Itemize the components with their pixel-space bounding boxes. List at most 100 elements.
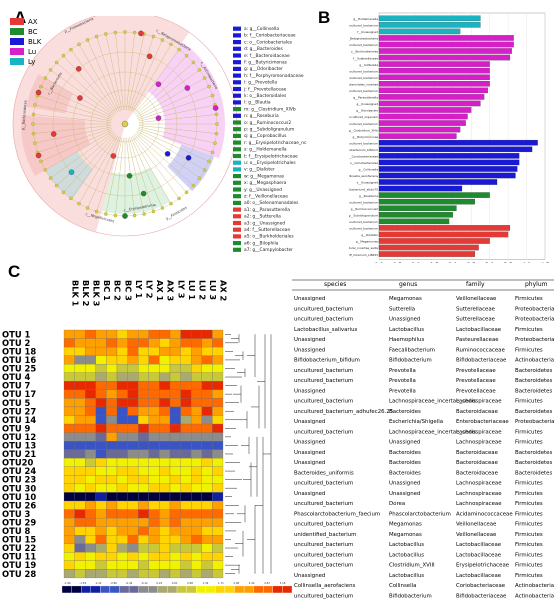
taxon-key-swatch	[233, 100, 241, 105]
heatmap-cell	[201, 338, 213, 348]
heatmap-cell	[127, 517, 139, 527]
taxon-key-swatch	[233, 33, 241, 38]
cladogram-biomarker-node	[155, 115, 162, 121]
lda-bar	[378, 126, 461, 133]
table-cell: Lachnospiraceae	[456, 440, 502, 446]
color-scale-swatch	[186, 585, 197, 594]
heatmap-cell	[191, 552, 202, 561]
lda-bar	[378, 94, 485, 100]
heatmap-cell	[138, 338, 149, 348]
heatmap-cell	[74, 415, 86, 425]
heatmap-cell	[116, 552, 128, 561]
table-cell: uncultured_bacterium	[294, 429, 353, 435]
heatmap-cell	[148, 364, 160, 373]
heatmap-otu-label: OTU 15	[2, 535, 36, 545]
lda-bar	[378, 22, 481, 28]
heatmap-cell	[138, 346, 149, 356]
heatmap-cell	[85, 398, 96, 408]
lda-bar	[378, 179, 498, 185]
clade-shade-proteobacteria	[12, 27, 126, 233]
heatmap-cell	[201, 329, 213, 339]
heatmap-cell	[138, 432, 149, 442]
heatmap-cell	[63, 458, 75, 467]
heatmap-cell	[180, 475, 192, 485]
color-scale-swatch	[253, 585, 264, 594]
table-cell: Bifidobacterium	[389, 358, 432, 364]
table-cell: uncultured_bacterium	[294, 522, 353, 528]
heatmap-cell	[159, 560, 171, 570]
taxon-key-label: a2: g__Sutterella	[244, 214, 281, 220]
heatmap-cell	[127, 526, 139, 536]
cladogram-branch	[34, 126, 112, 144]
heatmap-cell	[191, 500, 202, 510]
taxon-key-swatch	[233, 227, 241, 232]
heatmap-cell	[212, 372, 224, 382]
table-cell: Clostridium_XVIII	[389, 563, 435, 569]
lda-bar-label: f__Unassigned	[357, 30, 378, 34]
cladogram-branch	[137, 129, 210, 162]
heatmap-cell	[74, 535, 86, 544]
heatmap-cell	[212, 560, 224, 570]
cladogram-biomarker-node	[35, 89, 42, 96]
heatmap-cell	[169, 329, 181, 339]
table-cell: Bifidobacterium_bifidum	[294, 358, 360, 364]
table-cell: Faecalibacterium	[389, 347, 435, 353]
heatmap-cell	[212, 475, 224, 485]
heatmap-cell	[191, 535, 202, 544]
table-cell: uncultured_bacterium	[294, 368, 353, 374]
table-cell: uncultured_bacterium	[294, 306, 353, 312]
heatmap-cell	[159, 552, 171, 561]
heatmap-cell	[159, 492, 171, 502]
color-scale-label: -1.22	[95, 581, 102, 585]
heatmap-cell	[116, 441, 128, 450]
lda-bar	[378, 54, 511, 61]
heatmap-cell	[74, 458, 86, 467]
heatmap-cell	[169, 492, 181, 502]
heatmap-cell	[95, 398, 107, 408]
table-cell: Megamonas	[389, 532, 422, 538]
lda-bar	[378, 212, 453, 218]
lda-tick-label: 1.0	[412, 262, 421, 263]
cladogram-branch	[135, 62, 194, 115]
table-cell: Actinobacteria	[515, 358, 554, 364]
heatmap-cell	[148, 441, 160, 450]
heatmap-cell	[191, 355, 202, 365]
lda-bar-label: g__Ruminococcus2	[351, 207, 379, 211]
cladogram-branch	[115, 32, 124, 111]
table-cell: Firmicutes	[515, 532, 543, 538]
heatmap-cell	[95, 483, 107, 493]
heatmap-cell	[106, 492, 118, 502]
lda-bar-label: nd_[bacterium]_alkbc75	[349, 187, 378, 191]
cladogram-branch	[131, 44, 172, 112]
cladogram-branch	[135, 133, 194, 186]
cladogram-branch	[37, 95, 112, 120]
lda-bar	[378, 67, 490, 74]
clade-shade-proteobacteria	[125, 16, 190, 124]
heatmap-cell	[212, 432, 224, 442]
cladogram-level-ring	[90, 89, 160, 159]
heatmap-cell	[138, 569, 149, 579]
heatmap-cell	[159, 423, 171, 433]
table-cell: Sutterella	[389, 306, 415, 312]
taxon-key-swatch	[233, 40, 241, 45]
heatmap-cell	[106, 372, 118, 382]
table-cell: Firmicutes	[515, 501, 543, 507]
table-cell: Bifidobacterium	[389, 593, 432, 599]
heatmap-cell	[180, 569, 192, 579]
heatmap-cell	[106, 466, 118, 476]
heatmap-cell	[201, 449, 213, 459]
cladogram-branch	[96, 137, 121, 212]
taxon-key-swatch	[233, 174, 241, 179]
heatmap-cell	[138, 389, 149, 399]
heatmap-cell	[106, 346, 118, 356]
table-cell: Firmicutes	[515, 399, 543, 405]
heatmap-cell	[180, 329, 192, 339]
heatmap-cell	[159, 449, 171, 459]
heatmap-sample-label: BLK 1	[70, 280, 80, 307]
heatmap-cell	[148, 569, 160, 579]
lda-bar	[378, 87, 488, 94]
heatmap-cell	[85, 517, 96, 527]
table-cell: Phascolarctobacterium	[389, 511, 451, 517]
heatmap-otu-label: OTU 25	[2, 364, 36, 374]
cladogram-ring-label: c__Negativicutes	[85, 212, 115, 224]
